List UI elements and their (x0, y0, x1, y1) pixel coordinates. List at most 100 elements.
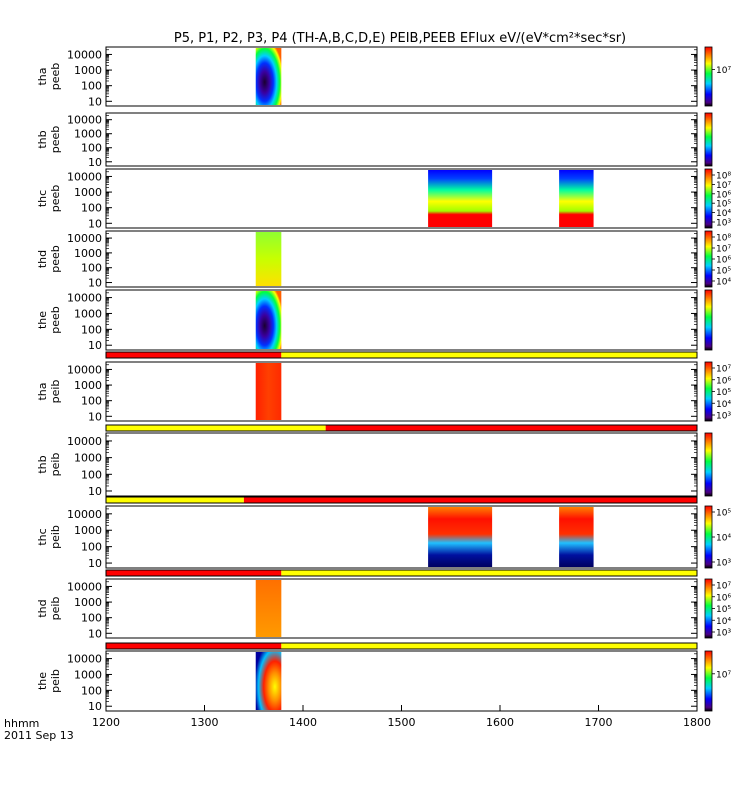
panel-label: thdpeib (36, 597, 62, 621)
y-tick-label: 10 (88, 557, 102, 570)
colorbar (704, 168, 713, 229)
y-tick-label: 100 (81, 323, 102, 336)
panel-label-product: peib (49, 453, 62, 477)
panel-label-product: peib (49, 525, 62, 549)
status-bar-segment (281, 643, 697, 649)
panel-frame (105, 46, 698, 107)
panel-frame (105, 505, 698, 569)
colorbar-tick-label: 10⁴ (716, 617, 731, 627)
panel-frame (105, 578, 698, 639)
panel-the-peeb: 10 100 1000 10000 thepeeb (36, 289, 713, 352)
colorbar-tick-label: 10⁷ (716, 66, 731, 76)
x-tick-label: 1300 (191, 716, 219, 729)
colorbar (704, 578, 713, 639)
panel-label-product: peeb (49, 63, 62, 91)
colorbar-tick-label: 10⁴ (716, 534, 731, 544)
y-tick-label: 10000 (67, 435, 102, 448)
y-tick-label: 1000 (74, 247, 102, 260)
panel-frame (105, 112, 698, 167)
y-tick-label: 10000 (67, 363, 102, 376)
panel-the-peib: 10 100 1000 10000 thepeib 10⁷ (36, 642, 731, 713)
colorbar-tick-label: 10³ (716, 219, 731, 229)
y-tick-label: 10000 (67, 114, 102, 127)
colorbar (704, 650, 713, 712)
panel-label-product: peib (49, 597, 62, 621)
panel-label: thcpeib (36, 525, 62, 549)
y-tick-label: 10000 (67, 292, 102, 305)
panel-label-probe: the (36, 672, 49, 690)
y-tick-label: 10 (88, 339, 102, 352)
spectrogram-block (428, 170, 493, 227)
spectrogram-block (255, 363, 282, 420)
panel-label-product: peeb (49, 306, 62, 334)
status-bar-thb-peib (105, 424, 698, 432)
panel-label: thapeib (36, 380, 62, 404)
x-axis-label-units: hhmm (4, 717, 39, 730)
y-tick-label: 1000 (74, 128, 102, 141)
y-tick-label: 100 (81, 80, 102, 93)
panel-tha-peeb: 10 100 1000 10000 thapeeb 10⁷ (36, 46, 731, 108)
panel-label-probe: thc (36, 528, 49, 545)
y-tick-label: 100 (81, 142, 102, 155)
colorbar (704, 361, 713, 422)
x-tick-label: 1400 (289, 716, 317, 729)
y-tick-label: 1000 (74, 307, 102, 320)
y-tick-label: 10 (88, 627, 102, 640)
x-axis-label-date: 2011 Sep 13 (4, 729, 74, 742)
status-bar-segment (325, 425, 697, 431)
panel-label-product: peib (49, 669, 62, 693)
colorbar-tick-label: 10³ (716, 412, 731, 422)
colorbar-tick-label: 10⁴ (716, 278, 731, 288)
colorbar-tick-label: 10⁴ (716, 209, 731, 219)
y-tick-label: 1000 (74, 64, 102, 77)
colorbar-tick-label: 10⁶ (716, 593, 731, 603)
spectrogram-block (255, 580, 282, 637)
colorbar-tick-label: 10⁵ (716, 388, 731, 398)
colorbar (704, 432, 713, 497)
panel-label-probe: thd (36, 250, 49, 268)
y-tick-label: 1000 (74, 186, 102, 199)
x-tick-label: 1600 (486, 716, 514, 729)
panel-label-probe: thb (36, 130, 49, 148)
panel-label-product: peeb (49, 245, 62, 273)
panel-frame (105, 432, 698, 497)
colorbar (704, 289, 713, 351)
y-tick-label: 1000 (74, 668, 102, 681)
y-tick-label: 10 (88, 485, 102, 498)
y-tick-label: 100 (81, 684, 102, 697)
status-bar-segment (281, 352, 697, 358)
y-tick-label: 10000 (67, 508, 102, 521)
colorbar-tick-label: 10⁶ (716, 376, 731, 386)
y-tick-label: 1000 (74, 596, 102, 609)
colorbar-tick-label: 10⁷ (716, 245, 731, 255)
colorbar (704, 46, 713, 107)
colorbar-tick-label: 10⁷ (716, 365, 731, 375)
colorbar (704, 230, 713, 288)
y-tick-label: 100 (81, 395, 102, 408)
colorbar-tick-label: 10⁷ (716, 670, 731, 680)
spectrogram-block (559, 507, 594, 567)
chart-title: P5, P1, P2, P3, P4 (TH-A,B,C,D,E) PEIB,P… (174, 31, 626, 46)
panel-label: thcpeeb (36, 185, 62, 213)
spectrogram-block (255, 48, 282, 105)
status-bar-segment (106, 497, 244, 503)
y-tick-label: 1000 (74, 379, 102, 392)
x-axis: 1200 1300 1400 1500 1600 1700 1800 (92, 705, 711, 729)
panel-label-probe: thb (36, 455, 49, 473)
x-tick-label: 1500 (388, 716, 416, 729)
y-tick-label: 100 (81, 262, 102, 275)
colorbar-tick-label: 10⁷ (716, 181, 731, 191)
y-tick-label: 100 (81, 202, 102, 215)
panel-label: thapeeb (36, 63, 62, 91)
colorbar-tick-label: 10⁵ (716, 267, 731, 277)
y-tick-label: 10 (88, 277, 102, 290)
panel-label: thdpeeb (36, 245, 62, 273)
status-bar-frame (105, 496, 698, 504)
y-tick-label: 10 (88, 217, 102, 230)
panel-label-probe: tha (36, 382, 49, 400)
panel-thb-peib: 10 100 1000 10000 thbpeib (36, 424, 713, 498)
status-bar-frame (105, 642, 698, 650)
